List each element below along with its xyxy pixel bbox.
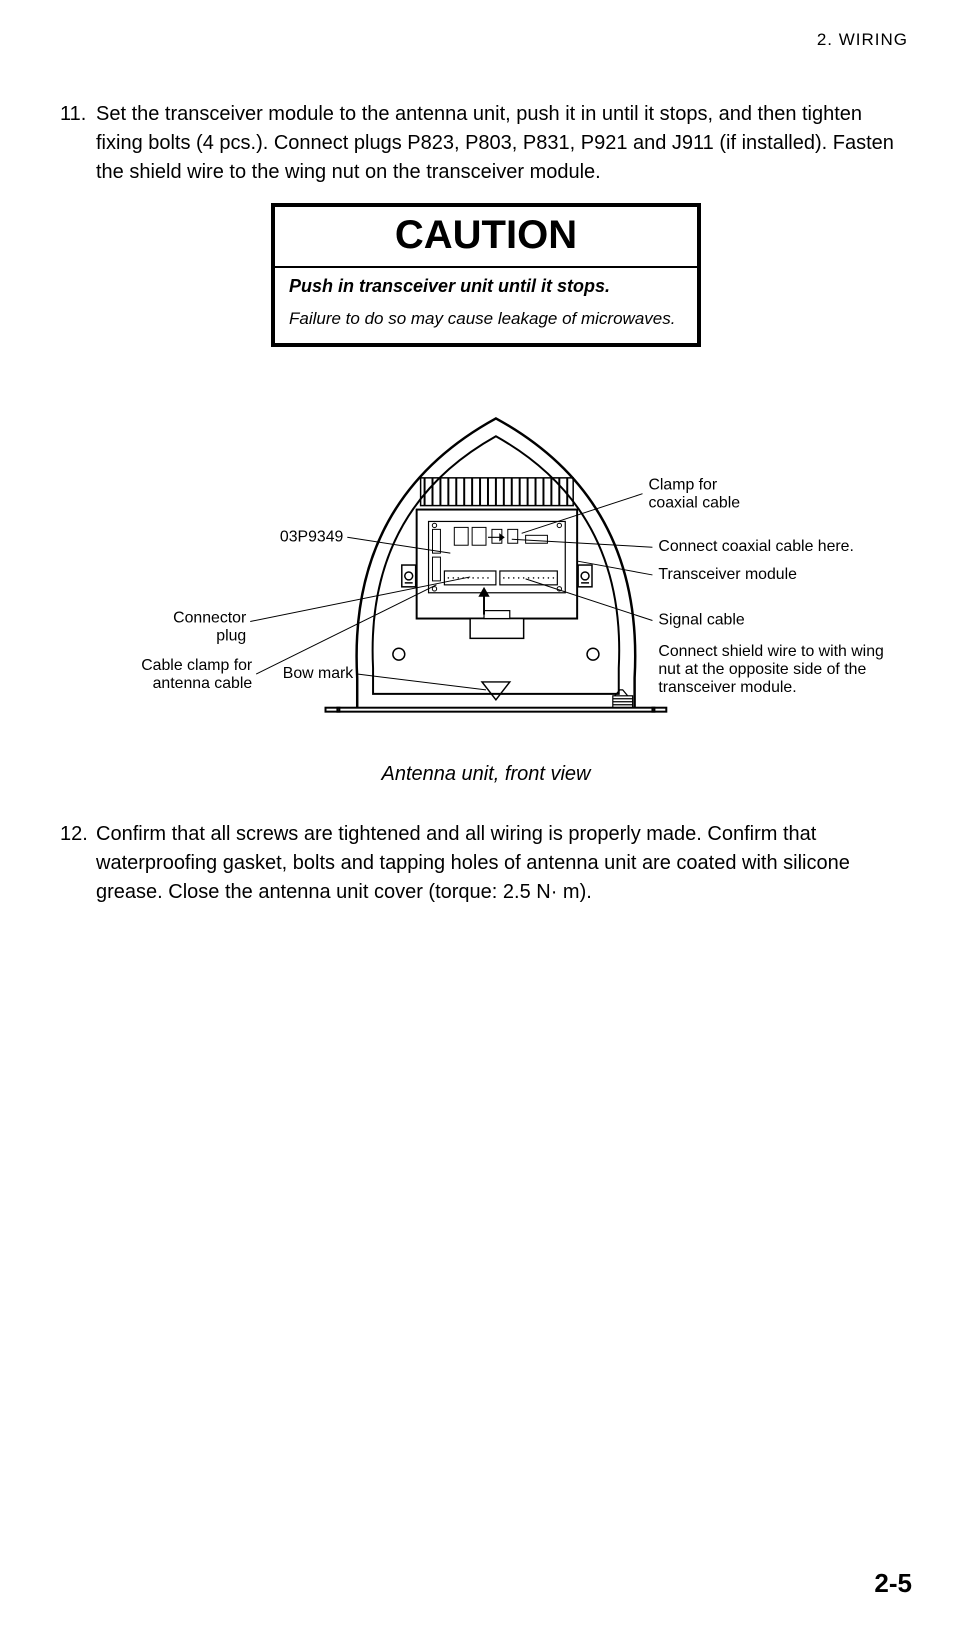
diagram-container: 03P9349 Connector plug Cable clamp for a…: [60, 379, 912, 759]
step-12: 12. Confirm that all screws are tightene…: [60, 820, 912, 907]
label-cable-clamp-1: Cable clamp for: [141, 657, 253, 674]
caution-box: CAUTION Push in transceiver unit until i…: [271, 203, 701, 347]
page-number: 2-5: [874, 1568, 912, 1599]
label-shield-1: Connect shield wire to with wing: [658, 643, 883, 660]
step-11-text: Set the transceiver module to the antenn…: [96, 100, 912, 187]
step-12-text: Confirm that all screws are tightened an…: [96, 820, 912, 907]
label-signal-cable: Signal cable: [658, 611, 745, 628]
caution-body: Push in transceiver unit until it stops.…: [275, 268, 697, 343]
step-11-num: 11.: [60, 100, 96, 187]
label-03p9349: 03P9349: [280, 528, 344, 545]
diagram-caption: Antenna unit, front view: [60, 763, 912, 786]
label-connect-coax: Connect coaxial cable here.: [658, 538, 854, 555]
label-connector-plug-1: Connector: [173, 609, 247, 626]
caution-reg-text: Failure to do so may cause leakage of mi…: [289, 309, 683, 329]
step-12-num: 12.: [60, 820, 96, 907]
section-header: 2. WIRING: [60, 30, 912, 50]
label-cable-clamp-2: antenna cable: [153, 675, 253, 692]
label-connector-plug-2: plug: [216, 627, 246, 644]
label-shield-3: transceiver module.: [658, 679, 796, 696]
label-transceiver: Transceiver module: [658, 566, 797, 583]
label-clamp-coax-2: coaxial cable: [648, 495, 740, 512]
caution-title: CAUTION: [275, 207, 697, 268]
antenna-diagram: 03P9349 Connector plug Cable clamp for a…: [60, 379, 912, 759]
caution-bold-text: Push in transceiver unit until it stops.: [289, 276, 683, 297]
label-bow-mark: Bow mark: [283, 665, 354, 682]
label-clamp-coax-1: Clamp for: [648, 477, 717, 494]
label-shield-2: nut at the opposite side of the: [658, 661, 866, 678]
step-11: 11. Set the transceiver module to the an…: [60, 100, 912, 187]
